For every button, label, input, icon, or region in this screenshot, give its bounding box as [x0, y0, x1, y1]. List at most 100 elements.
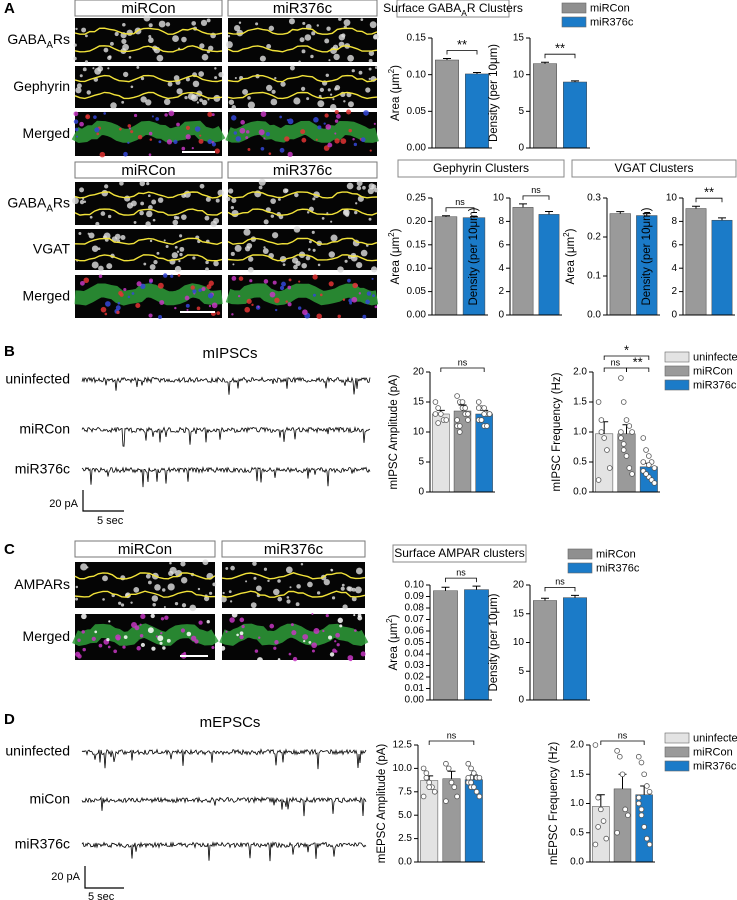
text-part: A: [46, 40, 53, 51]
puncta: [73, 111, 79, 117]
puncta: [291, 257, 299, 264]
puncta: [325, 613, 329, 618]
data-point: [622, 806, 629, 813]
y-tick-label: 12.5: [393, 740, 413, 751]
data-point: [438, 411, 444, 417]
text-part: Merged: [23, 628, 70, 644]
puncta: [199, 134, 202, 137]
puncta: [355, 202, 358, 205]
puncta: [230, 565, 235, 571]
puncta: [239, 634, 244, 640]
puncta: [127, 124, 132, 128]
puncta: [107, 214, 112, 219]
puncta: [271, 232, 279, 239]
puncta: [77, 638, 81, 642]
puncta: [239, 631, 244, 636]
data-point: [640, 459, 647, 465]
section-title: mEPSCs: [200, 714, 261, 731]
puncta: [211, 113, 215, 117]
puncta: [259, 55, 266, 62]
puncta: [100, 306, 107, 313]
data-point: [620, 399, 627, 405]
puncta: [369, 21, 377, 29]
puncta: [347, 655, 354, 661]
puncta: [258, 178, 266, 186]
puncta: [257, 305, 260, 308]
puncta: [330, 234, 338, 242]
y-tick-label: 4: [671, 263, 677, 274]
dendrite: [74, 208, 223, 216]
sig-bracket: [626, 367, 650, 372]
puncta: [77, 654, 82, 659]
data-point: [471, 770, 477, 776]
puncta: [171, 252, 178, 259]
puncta: [148, 313, 153, 318]
text-part: 2: [385, 618, 394, 623]
y-axis-label: Density (per 10μm): [468, 207, 480, 305]
puncta: [231, 209, 239, 218]
puncta: [204, 215, 210, 221]
data-point: [420, 765, 427, 772]
puncta: [108, 620, 111, 623]
puncta: [311, 230, 315, 234]
puncta: [368, 67, 372, 71]
puncta: [163, 239, 166, 242]
puncta: [214, 148, 220, 154]
puncta: [200, 19, 208, 27]
trace-label: uninfected: [5, 743, 70, 759]
data-point: [644, 835, 650, 842]
y-tick-label: 10: [513, 637, 525, 648]
puncta: [190, 285, 195, 290]
y-tick-label: 2: [498, 286, 504, 297]
puncta: [191, 146, 194, 150]
puncta: [285, 300, 288, 303]
puncta: [194, 126, 201, 132]
y-tick-label: 0: [671, 310, 677, 321]
puncta: [151, 595, 159, 602]
puncta: [344, 259, 348, 263]
puncta: [286, 596, 290, 599]
dendrite: [74, 27, 223, 35]
y-tick-label: 0.0: [570, 857, 584, 868]
puncta: [179, 252, 183, 257]
text-part: Surface AMPAR clusters: [394, 546, 525, 560]
puncta: [306, 97, 310, 101]
legend-label: miRCon: [596, 548, 636, 560]
puncta: [243, 228, 251, 236]
puncta: [75, 27, 78, 31]
puncta: [328, 635, 333, 640]
puncta: [312, 274, 318, 280]
puncta: [94, 630, 98, 634]
sig-bracket: [600, 740, 645, 745]
text-part: Area (μm: [390, 237, 402, 285]
puncta: [325, 73, 330, 78]
data-point: [445, 765, 452, 772]
puncta: [269, 291, 276, 298]
puncta: [363, 110, 369, 116]
axis: [606, 198, 660, 316]
dendrite: [72, 623, 219, 646]
puncta: [250, 236, 257, 242]
puncta: [139, 210, 144, 216]
bar: [465, 73, 489, 149]
title-box: [571, 159, 737, 178]
puncta: [233, 131, 238, 135]
text-part: GABA: [7, 31, 47, 47]
puncta: [166, 638, 171, 643]
puncta: [174, 306, 177, 310]
puncta: [151, 646, 156, 651]
data-point: [618, 435, 624, 441]
puncta: [340, 138, 347, 145]
dendrite: [225, 120, 379, 143]
legend-swatch: [664, 379, 690, 391]
puncta: [107, 67, 110, 70]
puncta: [326, 212, 329, 215]
axis: [429, 585, 492, 701]
puncta: [159, 300, 165, 305]
puncta: [82, 647, 86, 652]
puncta: [362, 314, 367, 319]
puncta: [231, 105, 237, 110]
micrograph: [228, 182, 377, 225]
dendrite: [227, 237, 378, 246]
puncta: [148, 131, 153, 136]
